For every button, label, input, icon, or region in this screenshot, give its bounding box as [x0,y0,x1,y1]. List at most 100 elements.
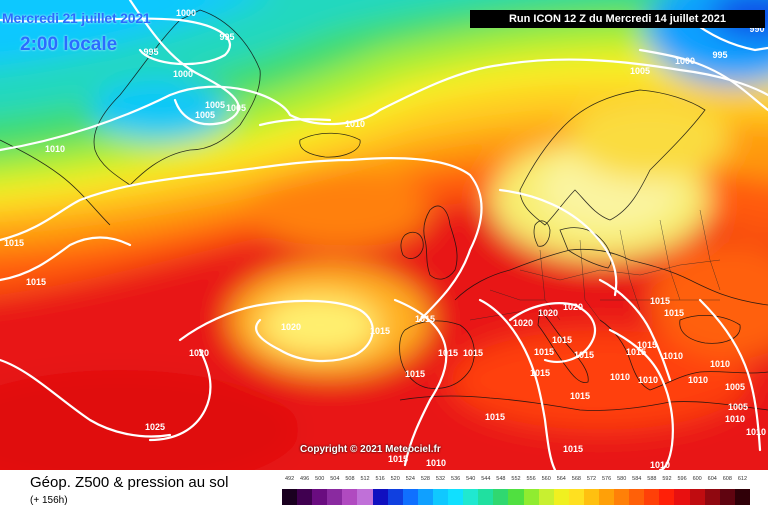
isobar-label: 1015 [574,350,594,360]
color-scale-value: 524 [405,476,415,482]
color-scale-swatch [674,489,690,505]
color-scale-value: 520 [390,476,400,482]
color-scale-swatch [538,489,554,505]
color-scale-labels: 492 496 500 504 508 512 516 520 524 528 532 536 540 5… [282,476,750,486]
parameter-title: Géop. Z500 & pression au sol [30,474,229,491]
color-scale-swatch [734,489,750,505]
color-scale-value: 548 [496,476,506,482]
isobar-label: 1015 [4,238,24,248]
color-scale-value: 596 [677,476,687,482]
isobar-label: 1015 [415,314,435,324]
color-scale-swatch [402,489,418,505]
color-scale-value: 504 [330,476,340,482]
forecast-hour: (+ 156h) [30,495,68,506]
isobar-label: 1005 [630,66,650,76]
color-scale-swatch [297,489,313,505]
color-scale-value: 576 [601,476,612,482]
color-scale-swatch [327,489,343,505]
color-scale-value: 588 [647,476,657,482]
isobar-label: 990 [749,24,764,34]
isobar-label: 995 [219,32,234,42]
color-scale-swatch [523,489,539,505]
isobar-label: 1020 [513,318,533,328]
isobar-label: 1015 [570,391,590,401]
isobar-label: 1015 [388,454,408,464]
color-scale-value: 580 [617,476,627,482]
isobar-label: 1015 [530,368,550,378]
isobar-label: 1015 [485,412,505,422]
isobar-label: 1005 [195,110,215,120]
color-scale-swatch [508,489,524,505]
color-scale-swatch [463,489,479,505]
isobar-label: 1000 [675,56,695,66]
local-time-label: 2:00 locale [20,34,118,55]
isobar-label: 1015 [563,444,583,454]
color-scale-swatch [614,489,630,505]
color-scale-value: 516 [375,476,385,482]
color-scale-swatch [659,489,675,505]
isobar-label: 1010 [638,375,658,385]
isobar-label: 1010 [45,144,65,154]
isobar-label: 1010 [610,372,630,382]
color-scale-swatch [704,489,720,505]
color-scale-swatch [629,489,645,505]
color-scale-value: 604 [707,476,717,482]
isobar-label: 1020 [538,308,558,318]
isobar-label: 1015 [664,308,684,318]
color-scale-value: 608 [722,476,732,482]
isobar-label: 1010 [725,414,745,424]
color-scale-value: 508 [345,476,355,482]
coastlines [0,9,768,411]
color-scale-swatch [644,489,660,505]
color-scale-value: 584 [632,476,642,482]
isobar-label: 1005 [226,103,246,113]
color-scale-value: 492 [284,476,295,482]
isobar-label: 1005 [725,382,745,392]
color-scale-swatch [432,489,449,505]
isobar-label: 1020 [563,302,583,312]
color-scale-swatch [598,489,615,505]
isobar-label: 1015 [552,335,572,345]
country-borders [469,209,721,321]
geopotential-field [0,0,768,470]
color-scale-swatch [282,489,298,505]
model-run-banner: Run ICON 12 Z du Mercredi 14 juillet 202… [470,10,765,28]
color-scale-swatch [583,489,599,505]
isobar-label: 1010 [345,119,365,129]
isobar-label: 1015 [26,277,46,287]
color-scale-value: 540 [466,476,476,482]
color-scale-value: 536 [451,476,461,482]
color-scale-swatch [568,489,584,505]
isobar-label: 1015 [626,347,646,357]
isobar-label: 1020 [189,348,209,358]
isobar-label: 1005 [205,100,225,110]
isobar-label: 1015 [438,348,458,358]
isobar-label: 1015 [534,347,554,357]
color-scale-value: 500 [315,476,325,482]
color-scale-swatch [448,489,464,505]
color-scale-swatch [689,489,705,505]
isobar-label: 1010 [663,351,683,361]
isobar-label: 1010 [710,359,730,369]
isobar-label: 1010 [688,375,708,385]
isobar-label: 1015 [370,326,390,336]
color-scale-swatch [478,489,494,505]
color-scale-swatch [342,489,358,505]
color-scale-value: 612 [737,476,748,482]
forecast-date: Mercredi 21 juillet 2021 [2,10,151,26]
color-scale-swatch [417,489,433,505]
color-scale [282,489,750,505]
color-scale-value: 592 [662,476,672,482]
isobar-label: 1000 [176,8,196,18]
color-scale-value: 600 [692,476,702,482]
map-footer: Géop. Z500 & pression au sol (+ 156h) 49… [0,470,768,512]
isobar-label: 1000 [173,69,193,79]
isobar-label: 1015 [637,340,657,350]
color-scale-swatch [387,489,403,505]
isobar-label: 1015 [650,296,670,306]
color-scale-swatch [357,489,373,505]
color-scale-swatch [553,489,569,505]
